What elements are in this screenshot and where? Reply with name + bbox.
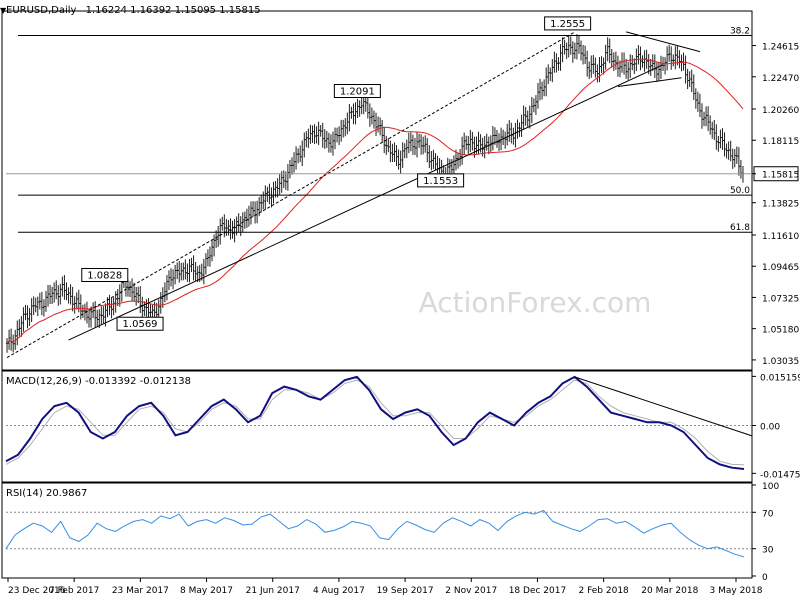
swing-label: 1.1553: [417, 173, 465, 188]
macd-panel-frame: [1, 370, 753, 483]
swing-label: 1.2091: [333, 84, 381, 99]
swing-label-text: 1.0569: [123, 319, 158, 330]
triangle-lower-line: [617, 77, 682, 88]
swing-label-text: 1.2555: [550, 19, 585, 30]
uptrend-support-line: [68, 64, 664, 341]
header-triangle-icon: ▼: [0, 6, 7, 15]
swing-label-box: [333, 84, 381, 99]
swing-label: 1.0569: [116, 316, 164, 331]
macd-trend-line: [574, 376, 753, 437]
header-symbol: EURUSD,Daily: [6, 5, 77, 16]
swing-label-box: [544, 16, 592, 31]
swing-label-box: [417, 173, 465, 188]
x-tick-label: 7 Feb 2017: [49, 586, 99, 596]
x-tick-label: 4 Aug 2017: [313, 586, 365, 596]
price-tick-label: 1.22470: [762, 74, 799, 84]
macd-tick-label: 0.015159: [760, 373, 800, 383]
price-tick-label: 1.24615: [762, 43, 799, 53]
x-tick-label: 2 Feb 2018: [578, 586, 629, 596]
macd-tick-label: 0.00: [760, 423, 780, 433]
x-tick-label: 21 Jun 2017: [246, 586, 300, 596]
price-tick-label: 1.13825: [762, 200, 799, 210]
rsi-panel-frame: [1, 482, 753, 579]
price-tick-label: 1.03035: [762, 357, 799, 367]
x-tick-label: 23 Dec 2016: [8, 586, 66, 596]
x-tick-label: 2 Nov 2017: [445, 586, 497, 596]
fib-level-label: 38.2: [730, 27, 750, 37]
macd-title: MACD(12,26,9) -0.013392 -0.012138: [6, 376, 191, 387]
fib-level-label: 61.8: [730, 223, 750, 233]
price-tick-label: 1.09465: [762, 263, 799, 273]
swing-label-text: 1.1553: [423, 176, 458, 187]
macd-tick-label: -0.014752: [760, 470, 800, 480]
moving-average-line: [6, 58, 744, 344]
swing-label-box: [81, 268, 129, 283]
price-layer: 38.2 50.0 61.8 1.0828 1.0569 1.2091 1.1553 1.25…: [5, 16, 752, 358]
macd-line: [5, 375, 745, 470]
header-ohlc: 1.16224 1.16392 1.15095 1.15815: [86, 5, 261, 16]
price-tick-label: 1.05180: [762, 326, 799, 336]
axis-layer: 1.24615 1.22470 1.20260 1.18115 1.15815 1.138…: [7, 43, 800, 596]
swing-label: 1.2555: [544, 16, 592, 31]
swing-label: 1.0828: [81, 268, 129, 283]
rsi-tick-label: 0: [762, 573, 768, 583]
x-tick-label: 19 Sep 2017: [377, 586, 434, 596]
rsi-title: RSI(14) 20.9867: [6, 488, 87, 499]
price-tick-label: 1.07325: [762, 294, 799, 304]
x-tick-label: 18 Dec 2017: [509, 586, 567, 596]
x-tick-label: 8 May 2017: [180, 586, 233, 596]
swing-label-box: [116, 316, 164, 331]
macd-signal-line: [5, 379, 745, 466]
price-panel-frame: [1, 10, 753, 371]
price-tick-label: 1.20260: [762, 106, 799, 116]
rsi-tick-label: 70: [762, 509, 774, 519]
x-tick-label: 23 Mar 2017: [112, 586, 169, 596]
swing-label-text: 1.0828: [87, 271, 122, 282]
swing-label-text: 1.2091: [340, 87, 375, 98]
watermark: ActionForex.com: [419, 286, 652, 319]
x-tick-label: 3 May 2018: [710, 586, 763, 596]
rsi-layer: [5, 509, 752, 558]
price-tick-label: 1.18115: [762, 137, 799, 147]
x-tick-label: 20 Mar 2018: [641, 586, 698, 596]
fib-level-label: 50.0: [730, 186, 750, 196]
macd-layer: [5, 375, 753, 470]
rsi-tick-label: 100: [762, 482, 779, 492]
rsi-line: [5, 509, 745, 558]
price-tick-label: 1.11610: [762, 232, 799, 242]
rsi-tick-label: 30: [762, 546, 774, 556]
chart-title: EURUSD,Daily 1.16224 1.16392 1.15095 1.1…: [6, 5, 261, 16]
price-tick-label: 1.15815: [762, 171, 799, 181]
